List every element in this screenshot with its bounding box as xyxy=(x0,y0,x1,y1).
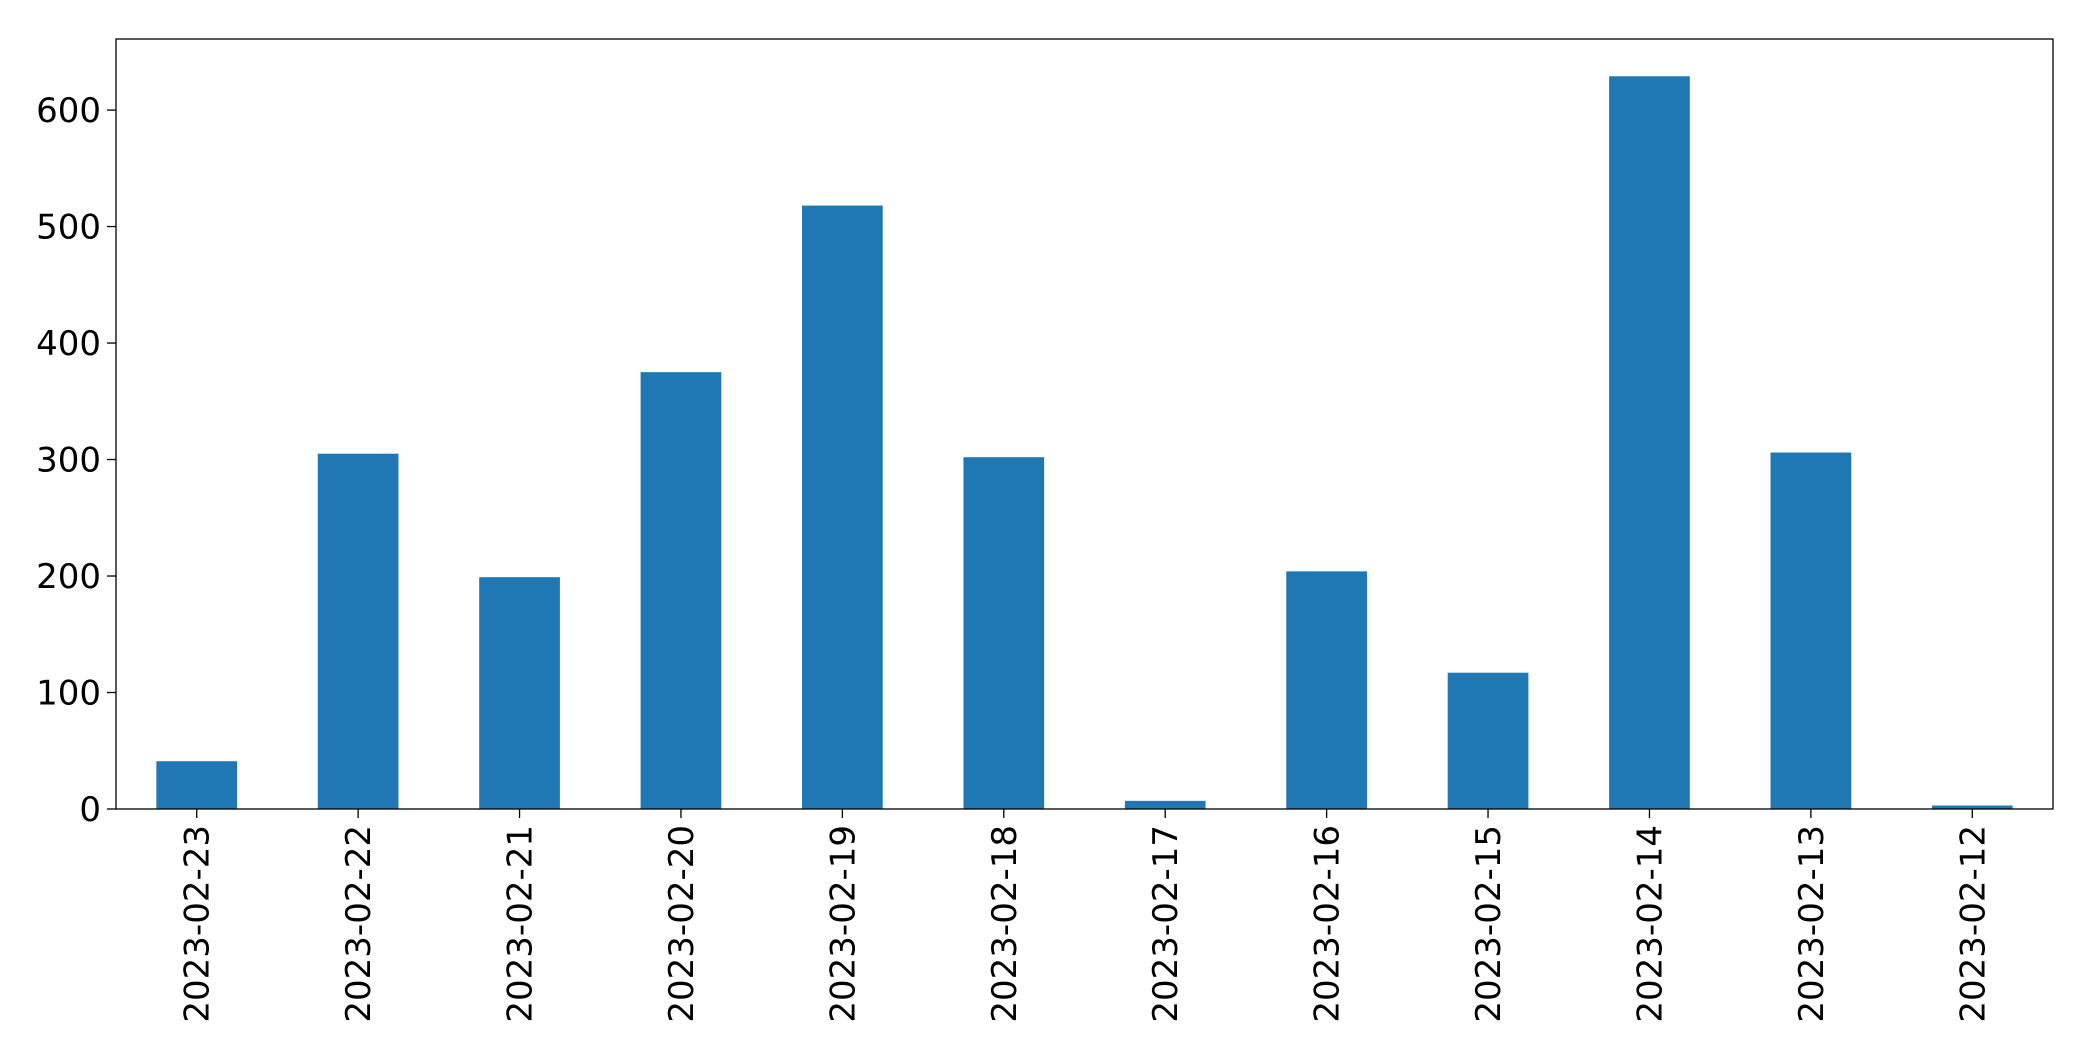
bar xyxy=(1124,800,1206,809)
plot-frame xyxy=(115,38,2054,810)
x-tick-label: 2023-02-12 xyxy=(1953,825,1993,1023)
x-tick-label: 2023-02-16 xyxy=(1308,825,1348,1023)
bar xyxy=(1609,76,1690,809)
y-tick-label: 400 xyxy=(36,324,101,364)
x-tick-label: 2023-02-22 xyxy=(339,825,379,1023)
bar xyxy=(640,372,722,809)
bar xyxy=(1286,571,1367,809)
bar xyxy=(1931,805,2013,809)
y-tick-label: 300 xyxy=(36,441,101,481)
bar xyxy=(1447,672,1529,809)
bar xyxy=(479,577,560,809)
y-tick-label: 600 xyxy=(36,91,101,131)
x-tick-label: 2023-02-21 xyxy=(501,825,541,1023)
y-tick-label: 200 xyxy=(36,557,101,597)
bar xyxy=(1770,452,1852,809)
bar xyxy=(156,761,238,809)
y-tick-label: 0 xyxy=(79,790,101,830)
bar xyxy=(802,205,883,809)
x-tick-label: 2023-02-23 xyxy=(178,825,218,1023)
bar xyxy=(317,453,399,809)
y-tick-label: 100 xyxy=(36,674,101,714)
bar xyxy=(963,457,1045,809)
x-tick-label: 2023-02-14 xyxy=(1630,825,1670,1023)
x-tick-label: 2023-02-19 xyxy=(823,825,863,1023)
x-tick-label: 2023-02-15 xyxy=(1469,825,1509,1023)
x-tick-label: 2023-02-13 xyxy=(1792,825,1832,1023)
y-tick-label: 500 xyxy=(36,208,101,248)
x-tick-label: 2023-02-18 xyxy=(985,825,1025,1023)
x-tick-label: 2023-02-20 xyxy=(662,825,702,1023)
x-tick-label: 2023-02-17 xyxy=(1146,825,1186,1023)
